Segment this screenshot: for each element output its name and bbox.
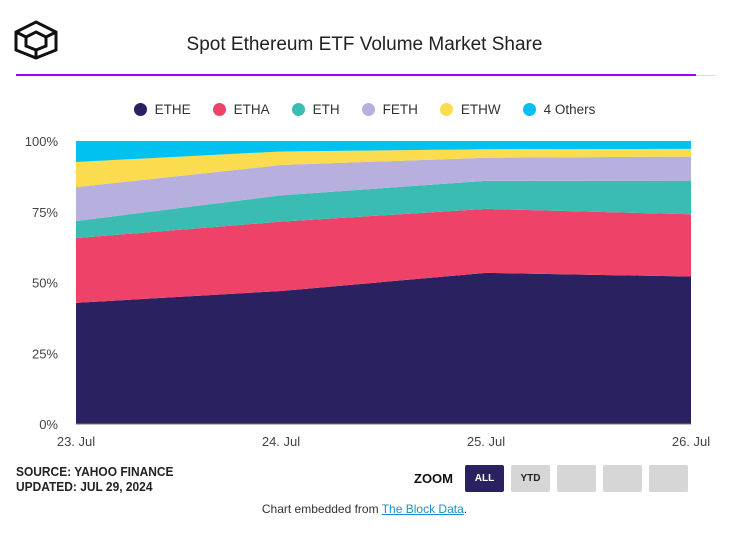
x-tick-label: 25. Jul bbox=[467, 434, 505, 449]
area-4-others[interactable] bbox=[76, 141, 691, 162]
legend-label: FETH bbox=[382, 102, 418, 117]
y-tick-label: 0% bbox=[39, 417, 58, 432]
legend-marker-icon bbox=[291, 103, 305, 116]
zoom-label: ZOOM bbox=[414, 471, 453, 486]
area-ethw[interactable] bbox=[76, 148, 691, 188]
legend-label: 4 Others bbox=[543, 102, 596, 117]
embed-prefix: Chart embedded from bbox=[261, 502, 382, 516]
legend: ETHE ETHA ETH FETH ETHW 4 Others bbox=[0, 102, 729, 117]
zoom-controls: ZOOM ALL YTD bbox=[414, 465, 688, 492]
y-tick-label: 25% bbox=[32, 346, 58, 361]
embed-suffix: . bbox=[463, 502, 468, 516]
legend-marker-icon bbox=[133, 103, 147, 116]
area-eth[interactable] bbox=[76, 180, 691, 239]
the-block-data-link[interactable]: The Block Data bbox=[381, 502, 464, 516]
chart-title: Spot Ethereum ETF Volume Market Share bbox=[186, 34, 543, 55]
area-etha[interactable] bbox=[76, 208, 691, 303]
legend-marker-icon bbox=[522, 103, 536, 116]
legend-item[interactable]: ETH bbox=[291, 102, 340, 117]
the-block-logo-icon bbox=[14, 20, 58, 60]
zoom-button[interactable] bbox=[603, 465, 642, 492]
divider bbox=[696, 75, 716, 76]
y-tick-label: 100% bbox=[25, 134, 59, 149]
legend-label: ETHE bbox=[154, 102, 191, 117]
y-tick-label: 50% bbox=[32, 276, 58, 291]
x-tick-label: 23. Jul bbox=[57, 434, 95, 449]
x-tick-label: 26. Jul bbox=[672, 434, 710, 449]
area-chart: 0% 25% 50% 75% 100% 23. Jul 24. Jul 25. Jul 26. … bbox=[25, 134, 711, 449]
area-feth[interactable] bbox=[76, 156, 691, 222]
updated-text: UPDATED: JUL 29, 2024 bbox=[16, 479, 153, 494]
legend-label: ETH bbox=[312, 102, 340, 117]
zoom-all-button[interactable]: ALL bbox=[465, 465, 504, 492]
legend-item[interactable]: ETHA bbox=[212, 102, 270, 117]
legend-item[interactable]: ETHE bbox=[133, 102, 191, 117]
area-ethe[interactable] bbox=[76, 272, 691, 424]
legend-item[interactable]: 4 Others bbox=[522, 102, 596, 117]
zoom-ytd-button[interactable]: YTD bbox=[511, 465, 550, 492]
legend-label: ETHW bbox=[460, 102, 501, 117]
legend-marker-icon bbox=[439, 103, 453, 116]
legend-marker-icon bbox=[361, 103, 375, 116]
legend-item[interactable]: FETH bbox=[361, 102, 418, 117]
x-tick-label: 24. Jul bbox=[262, 434, 300, 449]
y-tick-label: 75% bbox=[32, 205, 58, 220]
zoom-button[interactable] bbox=[557, 465, 596, 492]
source-text: SOURCE: YAHOO FINANCE bbox=[16, 464, 174, 479]
zoom-button[interactable] bbox=[649, 465, 688, 492]
legend-marker-icon bbox=[212, 103, 226, 116]
embed-note: Chart embedded from The Block Data. bbox=[0, 502, 729, 516]
legend-item[interactable]: ETHW bbox=[439, 102, 501, 117]
source-info: SOURCE: YAHOO FINANCE UPDATED: JUL 29, 2… bbox=[16, 464, 174, 494]
legend-label: ETHA bbox=[233, 102, 270, 117]
title-underline bbox=[16, 74, 696, 76]
